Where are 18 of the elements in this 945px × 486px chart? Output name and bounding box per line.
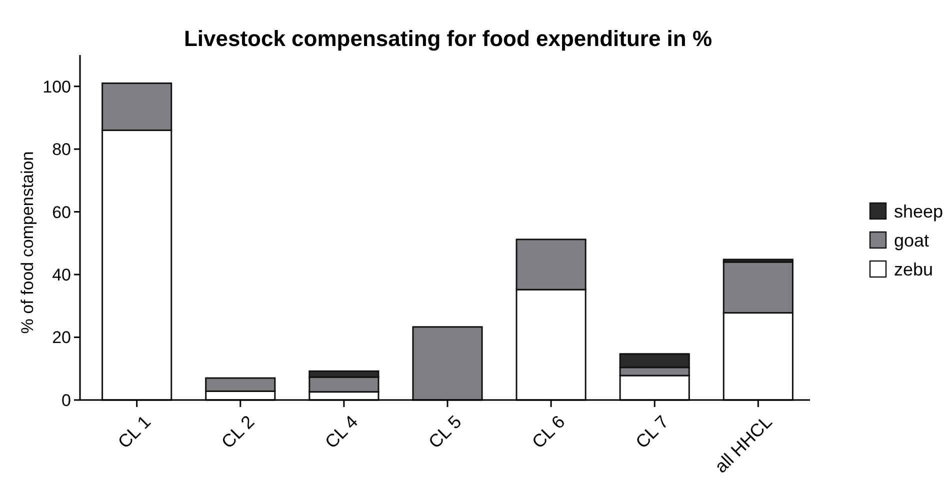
legend-label: zebu: [894, 259, 934, 280]
chart-title: Livestock compensating for food expenditure in %: [184, 26, 712, 51]
x-tick-label: CL 7: [632, 412, 672, 452]
x-tick-label: CL 1: [114, 412, 155, 452]
y-tick-label: 20: [52, 328, 71, 348]
y-tick-label: 0: [62, 390, 71, 410]
y-axis-title: % of food compenstaion: [18, 151, 37, 334]
bar: [412, 326, 483, 401]
y-tick-label: 60: [52, 202, 71, 222]
x-tick-label: CL 2: [218, 412, 258, 452]
y-tick-label: 100: [42, 77, 71, 96]
x-tick-label: CL 6: [528, 412, 569, 452]
legend-label: sheep: [894, 201, 944, 222]
y-tick-label: 80: [52, 140, 71, 160]
x-tick-label: CL 5: [424, 412, 466, 452]
y-tick-label: 40: [52, 265, 71, 284]
legend-label: goat: [894, 230, 930, 250]
x-tick-label: CL 4: [321, 412, 362, 452]
